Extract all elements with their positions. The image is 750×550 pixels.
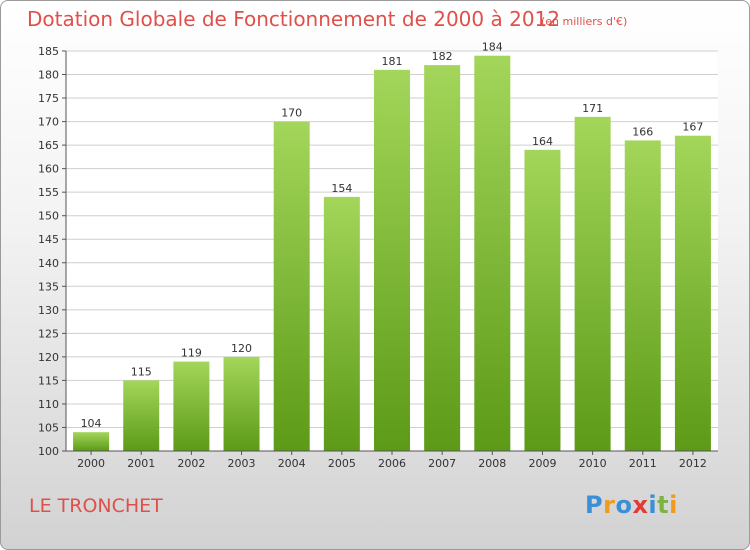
- data-label-2010: 171: [582, 102, 603, 115]
- bar-2010: [574, 116, 611, 451]
- y-tick-label: 135: [38, 280, 59, 293]
- data-label-2009: 164: [532, 135, 553, 148]
- y-tick-label: 160: [38, 163, 59, 176]
- y-tick-label: 140: [38, 257, 59, 270]
- x-tick-label-2003: 2003: [228, 457, 256, 470]
- x-tick-label-2009: 2009: [528, 457, 556, 470]
- bar-2012: [674, 135, 711, 452]
- bar-2004: [273, 121, 310, 452]
- commune-name: LE TRONCHET: [29, 495, 163, 517]
- data-label-2004: 170: [281, 107, 302, 120]
- y-tick-label: 165: [38, 139, 59, 152]
- y-tick-label: 175: [38, 92, 59, 105]
- data-label-2003: 120: [231, 342, 252, 355]
- proxiti-logo: Proxiti: [585, 491, 678, 519]
- x-tick-label-2004: 2004: [278, 457, 306, 470]
- x-tick-label-2005: 2005: [328, 457, 356, 470]
- bar-2000: [73, 432, 110, 451]
- data-label-2005: 154: [331, 182, 352, 195]
- bar-2006: [374, 69, 410, 451]
- bar-2001: [123, 380, 160, 451]
- y-tick-label: 170: [38, 116, 59, 129]
- chart-title: Dotation Globale de Fonctionnement de 20…: [27, 7, 560, 31]
- y-tick-label: 115: [38, 374, 59, 387]
- y-tick-label: 110: [38, 398, 59, 411]
- data-label-2011: 166: [632, 125, 653, 138]
- bar-2005: [323, 196, 360, 451]
- bar-2002: [173, 361, 210, 451]
- y-tick-label: 125: [38, 327, 59, 340]
- y-tick-label: 105: [38, 421, 59, 434]
- y-tick-label: 185: [38, 45, 59, 58]
- data-label-2007: 182: [432, 50, 453, 63]
- y-tick-label: 155: [38, 186, 59, 199]
- data-label-2000: 104: [81, 417, 102, 430]
- x-tick-label-2002: 2002: [177, 457, 205, 470]
- data-label-2001: 115: [131, 365, 152, 378]
- data-label-2002: 119: [181, 347, 202, 360]
- bar-2003: [223, 356, 260, 451]
- bar-2011: [624, 140, 661, 452]
- y-tick-label: 120: [38, 351, 59, 364]
- data-label-2006: 181: [382, 55, 403, 68]
- y-tick-label: 150: [38, 210, 59, 223]
- data-label-2008: 184: [482, 41, 503, 54]
- x-tick-label-2007: 2007: [428, 457, 456, 470]
- y-tick-label: 145: [38, 233, 59, 246]
- x-tick-label-2006: 2006: [378, 457, 406, 470]
- x-tick-label-2012: 2012: [679, 457, 707, 470]
- x-tick-label-2008: 2008: [478, 457, 506, 470]
- x-tick-label-2000: 2000: [77, 457, 105, 470]
- x-tick-label-2001: 2001: [127, 457, 155, 470]
- x-tick-label-2011: 2011: [629, 457, 657, 470]
- bar-2009: [524, 149, 561, 451]
- chart-unit: (en milliers d'€): [541, 15, 628, 28]
- y-tick-label: 100: [38, 445, 59, 458]
- x-tick-label-2010: 2010: [579, 457, 607, 470]
- data-label-2012: 167: [682, 121, 703, 134]
- y-tick-label: 180: [38, 69, 59, 82]
- bar-2007: [424, 65, 461, 451]
- y-tick-label: 130: [38, 304, 59, 317]
- bar-2008: [474, 55, 511, 452]
